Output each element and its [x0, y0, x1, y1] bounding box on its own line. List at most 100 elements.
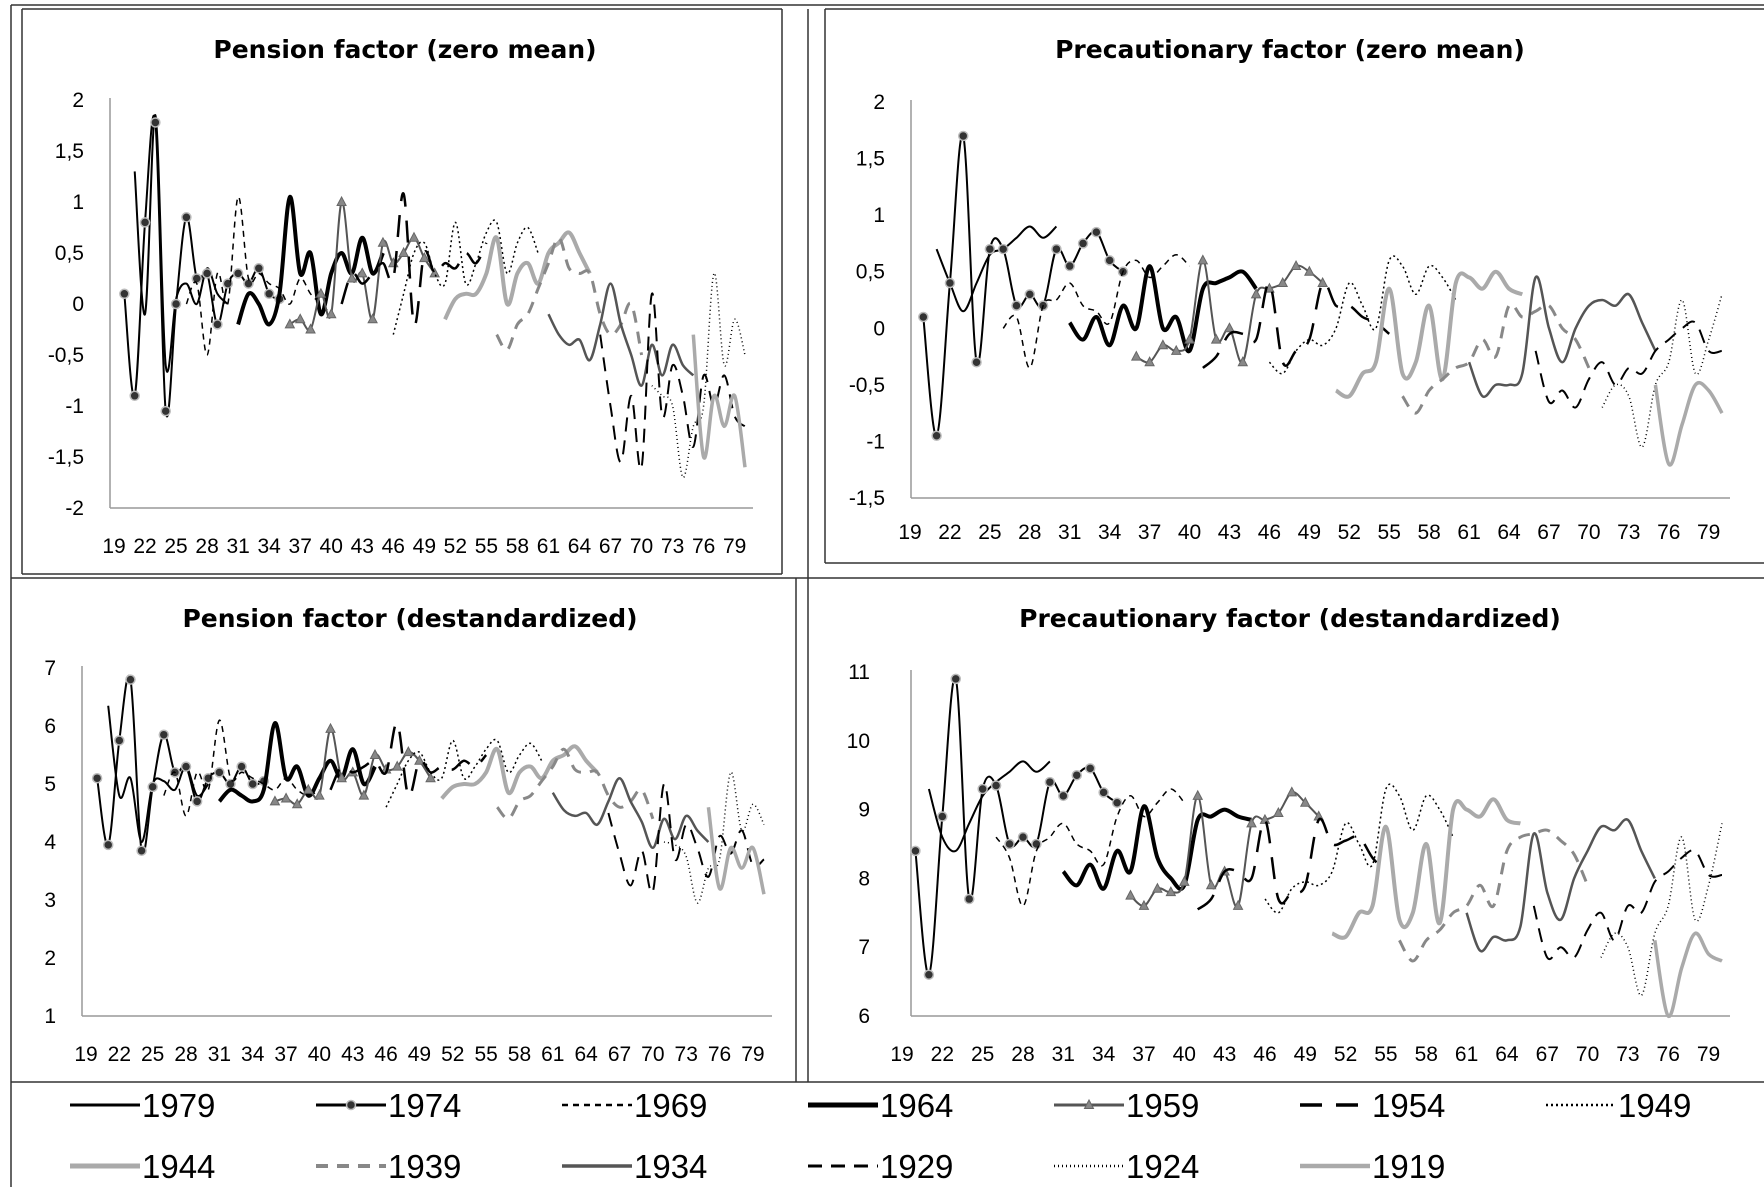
legend-label: 1934 [634, 1148, 707, 1185]
data-point-1974 [102, 839, 114, 851]
x-tick-label: 22 [938, 521, 961, 544]
data-point-1974 [1084, 763, 1096, 774]
data-point-1974 [910, 845, 921, 857]
x-axis-ticks: 19 22 25 28 31 34 37 40 43 46 49 52 55 58 61 64 67 70 73 76… [102, 535, 746, 558]
series-line-1929 [607, 782, 765, 894]
x-tick-label: 55 [1378, 521, 1401, 544]
data-point-1974 [1017, 831, 1029, 843]
x-tick-label: 43 [351, 535, 374, 558]
y-tick-label: 0,5 [55, 242, 84, 265]
series-line-1979 [935, 225, 1058, 313]
x-tick-label: 34 [1092, 1043, 1116, 1066]
x-tick-label: 40 [320, 535, 343, 558]
data-point-1974 [944, 277, 956, 289]
data-point-1959 [346, 272, 358, 283]
data-point-1974 [923, 969, 935, 980]
x-tick-label: 40 [308, 1043, 331, 1066]
data-point-1959 [408, 231, 420, 242]
series-line-1929 [1532, 849, 1723, 961]
y-tick-label: -1 [65, 395, 84, 418]
y-tick-label: 6 [858, 1005, 870, 1028]
x-tick-label: 34 [1098, 521, 1122, 544]
data-point-1974 [984, 243, 996, 255]
axes [910, 100, 1730, 499]
x-tick-label: 70 [641, 1043, 664, 1066]
x-tick-label: 28 [195, 535, 218, 558]
data-point-1959 [294, 313, 306, 324]
x-tick-label: 58 [1417, 521, 1440, 544]
chart-title: Precautionary factor (zero mean) [1055, 35, 1525, 64]
data-point-1959 [356, 267, 368, 278]
data-point-1959 [1205, 879, 1217, 890]
data-point-1959 [1290, 259, 1302, 271]
series-line-1964 [1061, 804, 1253, 891]
data-point-1959 [1304, 265, 1315, 276]
chart-title: Pension factor (zero mean) [213, 35, 596, 64]
x-tick-label: 43 [1213, 1043, 1236, 1066]
data-point-1974 [963, 893, 975, 905]
x-tick-label: 70 [1577, 521, 1600, 544]
data-point-1974 [1058, 790, 1069, 802]
legend-item-1949: 1949 [1546, 1087, 1691, 1124]
data-point-1974 [1091, 226, 1102, 238]
data-point-1974 [1031, 838, 1042, 850]
legend-label: 1939 [388, 1148, 461, 1185]
data-point-1959 [369, 748, 381, 759]
legend-item-1964: 1964 [808, 1087, 953, 1124]
legend-item-1934: 1934 [562, 1148, 707, 1185]
y-tick-label: 8 [858, 867, 870, 890]
data-point-1959 [1259, 813, 1271, 824]
x-tick-label: 46 [1253, 1043, 1276, 1066]
data-point-1959 [1170, 344, 1182, 355]
data-point-1959 [1232, 899, 1244, 910]
data-point-1959 [336, 772, 347, 783]
x-tick-label: 79 [1697, 1043, 1720, 1066]
data-point-1959 [269, 795, 281, 806]
data-point-1959 [302, 783, 314, 794]
legend-item-1979: 1979 [70, 1087, 215, 1124]
x-tick-label: 64 [1497, 521, 1521, 544]
series-line-1974 [914, 676, 1118, 976]
x-tick-label: 49 [408, 1043, 431, 1066]
series-line-1969 [1002, 253, 1191, 369]
data-point-1959 [391, 760, 403, 771]
data-point-1959 [325, 722, 336, 733]
axes [109, 98, 753, 509]
chart-precautionary-zero-mean: Precautionary factor (zero mean) 2 1,5 1 0,… [849, 35, 1730, 544]
series-line-1954 [1202, 280, 1391, 369]
y-tick-label: 1 [44, 1005, 56, 1028]
x-tick-label: 19 [74, 1043, 97, 1066]
chart-precautionary-destandardized: Precautionary factor (destandardized) 11… [847, 604, 1730, 1066]
y-tick-label: 2 [44, 947, 56, 970]
data-point-1959 [1317, 276, 1328, 288]
series-line-1954 [1196, 817, 1387, 911]
data-point-1974 [263, 288, 275, 300]
series-line-1929 [1534, 320, 1723, 409]
data-point-1959 [1125, 889, 1136, 900]
data-point-1959 [377, 236, 389, 247]
data-point-1959 [429, 267, 441, 278]
legend-marker [1083, 1098, 1095, 1109]
legend-item-1929: 1929 [808, 1148, 953, 1185]
y-tick-label: 0 [72, 293, 84, 316]
x-tick-label: 64 [574, 1043, 598, 1066]
x-tick-label: 31 [208, 1043, 231, 1066]
y-axis-ticks: 7 6 5 4 3 2 1 [44, 657, 56, 1028]
chart-pension-zero-mean: Pension factor (zero mean) 2 1,5 1 0,5 0 -0,5… [48, 35, 753, 558]
y-tick-label: 11 [848, 661, 870, 684]
x-tick-label: 31 [1058, 521, 1081, 544]
x-tick-label: 67 [1536, 1043, 1559, 1066]
series-line-1924 [1601, 294, 1723, 448]
data-point-1974 [139, 217, 151, 228]
x-tick-label: 37 [1138, 521, 1161, 544]
data-point-1974 [136, 845, 147, 856]
data-point-1959 [1250, 288, 1262, 299]
data-point-1974 [232, 268, 244, 279]
legend-item-1959: 1959 [1054, 1087, 1199, 1124]
data-point-1974 [150, 117, 161, 128]
data-point-1974 [950, 673, 962, 685]
series-line-1934 [547, 282, 695, 387]
x-tick-label: 49 [1294, 1043, 1317, 1066]
data-point-1959 [402, 746, 414, 757]
x-tick-label: 46 [374, 1043, 397, 1066]
